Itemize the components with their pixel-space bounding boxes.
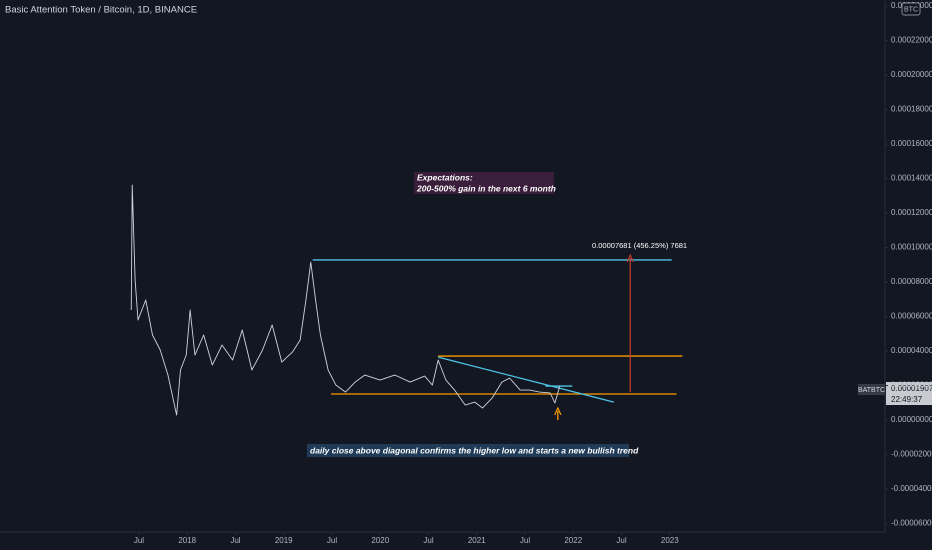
x-tick-label: Jul	[134, 536, 144, 545]
x-tick-label: 2019	[275, 536, 293, 545]
note-box	[307, 444, 629, 457]
y-tick-label: 0.00018000	[891, 105, 932, 114]
price-line	[130, 184, 561, 416]
y-tick-label: 0.00014000	[891, 174, 932, 183]
y-tick-label: 0.00006000	[891, 312, 932, 321]
x-tick-label: 2020	[371, 536, 389, 545]
y-tick-label: -0.00002000	[891, 450, 932, 459]
currency-badge	[901, 2, 921, 16]
y-tick-label: 0.00010000	[891, 243, 932, 252]
expectations-box	[414, 172, 554, 194]
y-tick-label: 0.00022000	[891, 36, 932, 45]
x-tick-label: 2023	[661, 536, 679, 545]
currency-badge-text: BTC	[904, 6, 918, 13]
chart-title: Basic Attention Token / Bitcoin, 1D, BIN…	[5, 5, 197, 16]
expectations-text: 200-500% gain in the next 6 month	[416, 183, 556, 193]
x-tick-label: Jul	[327, 536, 337, 545]
countdown: 22:49:37	[891, 395, 923, 404]
plot-area	[130, 184, 683, 421]
y-tick-label: 0.00020000	[891, 70, 932, 79]
y-tick-label: -0.00006000	[891, 519, 932, 528]
note-text: daily close above diagonal confirms the …	[310, 445, 639, 455]
y-tick-label: -0.00004000	[891, 484, 932, 493]
measure-label: 0.00007681 (456.25%) 7681	[592, 241, 687, 250]
x-tick-label: 2021	[468, 536, 486, 545]
x-tick-label: Jul	[520, 536, 530, 545]
x-tick-label: Jul	[230, 536, 240, 545]
x-tick-label: Jul	[423, 536, 433, 545]
price-tag	[886, 382, 932, 405]
y-tick-label: 0.00012000	[891, 208, 932, 217]
last-price: 0.00001907	[891, 384, 932, 393]
price-axis: 0.000240000.000220000.000200000.00018000…	[885, 1, 932, 528]
x-tick-label: 2022	[564, 536, 582, 545]
symbol-tag	[858, 384, 885, 395]
y-tick-label: 0.00002000	[891, 381, 932, 390]
y-tick-label: 0.00016000	[891, 139, 932, 148]
y-tick-label: 0.00008000	[891, 277, 932, 286]
expectations-title: Expectations:	[417, 172, 473, 182]
symbol-tag-text: BATBTC	[858, 387, 885, 394]
x-tick-label: Jul	[616, 536, 626, 545]
trend-line	[437, 356, 614, 403]
y-tick-label: 0.00000000	[891, 415, 932, 424]
x-tick-label: 2018	[178, 536, 196, 545]
y-tick-label: 0.00004000	[891, 346, 932, 355]
